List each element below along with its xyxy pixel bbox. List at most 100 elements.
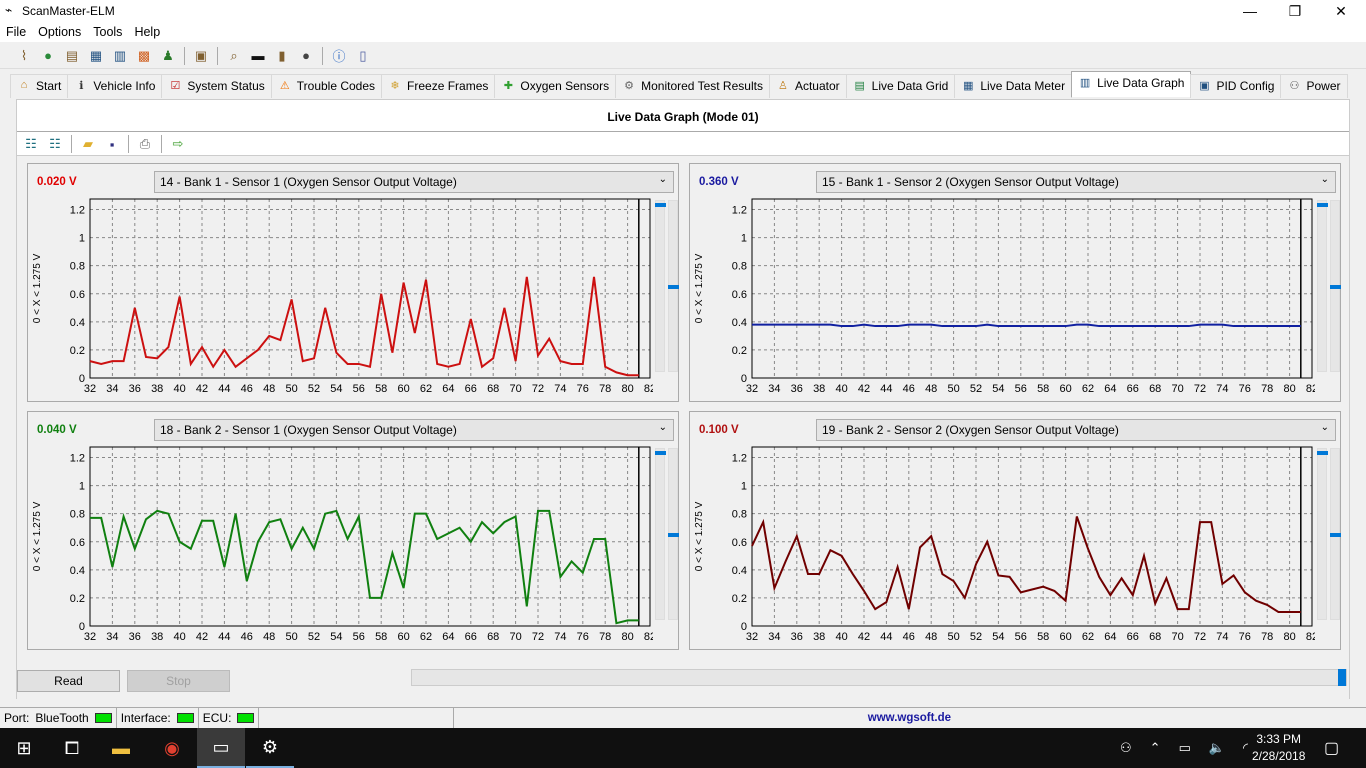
- connect-icon: ⌇: [20, 47, 28, 63]
- connect-button[interactable]: ⌇: [14, 47, 34, 65]
- port-led: [94, 713, 112, 723]
- volume-icon[interactable]: 🔈: [1208, 740, 1226, 755]
- tab-system-status[interactable]: ☑ System Status: [161, 74, 272, 98]
- file-explorer-button[interactable]: ▬: [97, 728, 145, 768]
- info-button[interactable]: ⓘ: [329, 47, 349, 65]
- x-tick-label: 34: [106, 631, 118, 643]
- read-button[interactable]: Read: [17, 670, 120, 692]
- max-slider[interactable]: [655, 448, 666, 620]
- save-button[interactable]: ▪: [102, 135, 122, 153]
- min-slider[interactable]: [1330, 200, 1341, 372]
- tab-oxygen-sensors[interactable]: ✚ Oxygen Sensors: [494, 74, 617, 98]
- device-button[interactable]: ▮: [272, 47, 292, 65]
- slider-thumb[interactable]: [1330, 533, 1341, 537]
- dial-button[interactable]: ●: [296, 47, 316, 65]
- x-tick-label: 76: [1239, 631, 1251, 643]
- tab-pid-config[interactable]: ▣ PID Config: [1190, 74, 1282, 98]
- min-slider[interactable]: [668, 448, 679, 620]
- tab-trouble-codes[interactable]: ⚠ Trouble Codes: [270, 74, 383, 98]
- tab-vehicle-info[interactable]: ℹ Vehicle Info: [67, 74, 163, 98]
- tab-monitored-test-results[interactable]: ⚙ Monitored Test Results: [615, 74, 770, 98]
- tab-power[interactable]: ⚇ Power: [1280, 74, 1348, 98]
- remove-graph-button[interactable]: ☷: [45, 135, 65, 153]
- x-tick-label: 38: [813, 631, 825, 643]
- terminal-button[interactable]: ▬: [248, 47, 268, 65]
- people-icon[interactable]: ⚇: [1120, 740, 1132, 755]
- maximize-button[interactable]: ❐: [1288, 3, 1302, 19]
- graph-area: 0.020 V 14 - Bank 1 - Sensor 1 (Oxygen Se…: [17, 155, 1349, 700]
- sensor-select[interactable]: 15 - Bank 1 - Sensor 2 (Oxygen Sensor Ou…: [816, 171, 1336, 193]
- x-tick-label: 80: [1283, 631, 1295, 643]
- export-button[interactable]: ⇨: [168, 135, 188, 153]
- max-slider[interactable]: [655, 200, 666, 372]
- max-slider[interactable]: [1317, 448, 1328, 620]
- exit-button[interactable]: ▯: [353, 47, 373, 65]
- wifi-icon[interactable]: ◜: [1243, 740, 1249, 755]
- scanmaster-taskbar-button[interactable]: ▭: [197, 728, 245, 768]
- exit-icon: ▯: [359, 47, 367, 63]
- x-tick-label: 34: [768, 631, 780, 643]
- grid-button[interactable]: ▦: [86, 47, 106, 65]
- chevron-up-icon[interactable]: ⌃: [1149, 740, 1161, 755]
- task-view-button[interactable]: ⧠: [48, 728, 96, 768]
- tab-freeze-frames[interactable]: ❄ Freeze Frames: [381, 74, 496, 98]
- stop-button[interactable]: Stop: [127, 670, 230, 692]
- start-button[interactable]: ⊞: [0, 728, 48, 768]
- open-button[interactable]: ▰: [78, 135, 98, 153]
- close-button[interactable]: ✕: [1335, 3, 1347, 19]
- colors-button[interactable]: ▩: [134, 47, 154, 65]
- report-button[interactable]: ▤: [62, 47, 82, 65]
- slider-thumb[interactable]: [1317, 451, 1328, 455]
- action-center-icon[interactable]: ▢: [1324, 740, 1340, 757]
- slider-thumb[interactable]: [668, 533, 679, 537]
- chrome-button[interactable]: ◉: [148, 728, 196, 768]
- min-slider[interactable]: [1330, 448, 1341, 620]
- website-link[interactable]: www.wgsoft.de: [867, 712, 952, 724]
- sensor-select[interactable]: 14 - Bank 1 - Sensor 1 (Oxygen Sensor Ou…: [154, 171, 674, 193]
- y-tick-label: 0.4: [732, 565, 747, 577]
- slider-thumb[interactable]: [1317, 203, 1328, 207]
- menu-tools[interactable]: Tools: [93, 25, 123, 39]
- tab-live-data-meter[interactable]: ▦ Live Data Meter: [954, 74, 1073, 98]
- x-tick-label: 52: [970, 631, 982, 643]
- x-tick-label: 46: [241, 383, 253, 395]
- slider-thumb[interactable]: [655, 203, 666, 207]
- menu-options[interactable]: Options: [38, 25, 82, 39]
- minimize-button[interactable]: —: [1243, 3, 1257, 19]
- tab-actuator[interactable]: ♙ Actuator: [768, 74, 847, 98]
- x-tick-label: 46: [241, 631, 253, 643]
- remove-graph-icon: ☷: [49, 136, 61, 151]
- slider-thumb[interactable]: [655, 451, 666, 455]
- min-slider[interactable]: [668, 200, 679, 372]
- y-tick-label: 1.2: [70, 205, 85, 217]
- add-graph-button[interactable]: ☷: [21, 135, 41, 153]
- meter-button[interactable]: ▥: [110, 47, 130, 65]
- slider-thumb[interactable]: [668, 285, 679, 289]
- menu-help[interactable]: Help: [134, 25, 161, 39]
- scrollbar-thumb[interactable]: [1338, 669, 1346, 686]
- max-slider[interactable]: [1317, 200, 1328, 372]
- search-button[interactable]: ⌕: [224, 47, 244, 65]
- battery-icon[interactable]: ▭: [1178, 740, 1191, 755]
- sensor-select[interactable]: 19 - Bank 2 - Sensor 2 (Oxygen Sensor Ou…: [816, 419, 1336, 441]
- globe-button[interactable]: ●: [38, 47, 58, 65]
- print-button[interactable]: ⎙: [135, 135, 155, 153]
- menu-file[interactable]: File: [6, 25, 27, 39]
- tab-live-data-grid[interactable]: ▤ Live Data Grid: [845, 74, 956, 98]
- tab-label: Oxygen Sensors: [520, 79, 610, 93]
- history-scrollbar[interactable]: [411, 669, 1347, 686]
- tab-live-data-graph[interactable]: ▥ Live Data Graph: [1071, 71, 1192, 97]
- clipboard-button[interactable]: ▣: [191, 47, 211, 65]
- x-tick-label: 62: [420, 631, 432, 643]
- series-line: [89, 276, 639, 377]
- clock[interactable]: 3:33 PM 2/28/2018: [1252, 731, 1305, 765]
- y-axis-label: 0 < X < 1.275 V: [694, 501, 705, 571]
- plot-frame: [89, 446, 651, 627]
- settings-button[interactable]: ⚙: [246, 728, 294, 768]
- x-tick-label: 74: [554, 631, 566, 643]
- tab-start[interactable]: ⌂ Start: [10, 74, 69, 98]
- sensor-select[interactable]: 18 - Bank 2 - Sensor 1 (Oxygen Sensor Ou…: [154, 419, 674, 441]
- slider-thumb[interactable]: [1330, 285, 1341, 289]
- user-button[interactable]: ♟: [158, 47, 178, 65]
- x-tick-label: 78: [599, 383, 611, 395]
